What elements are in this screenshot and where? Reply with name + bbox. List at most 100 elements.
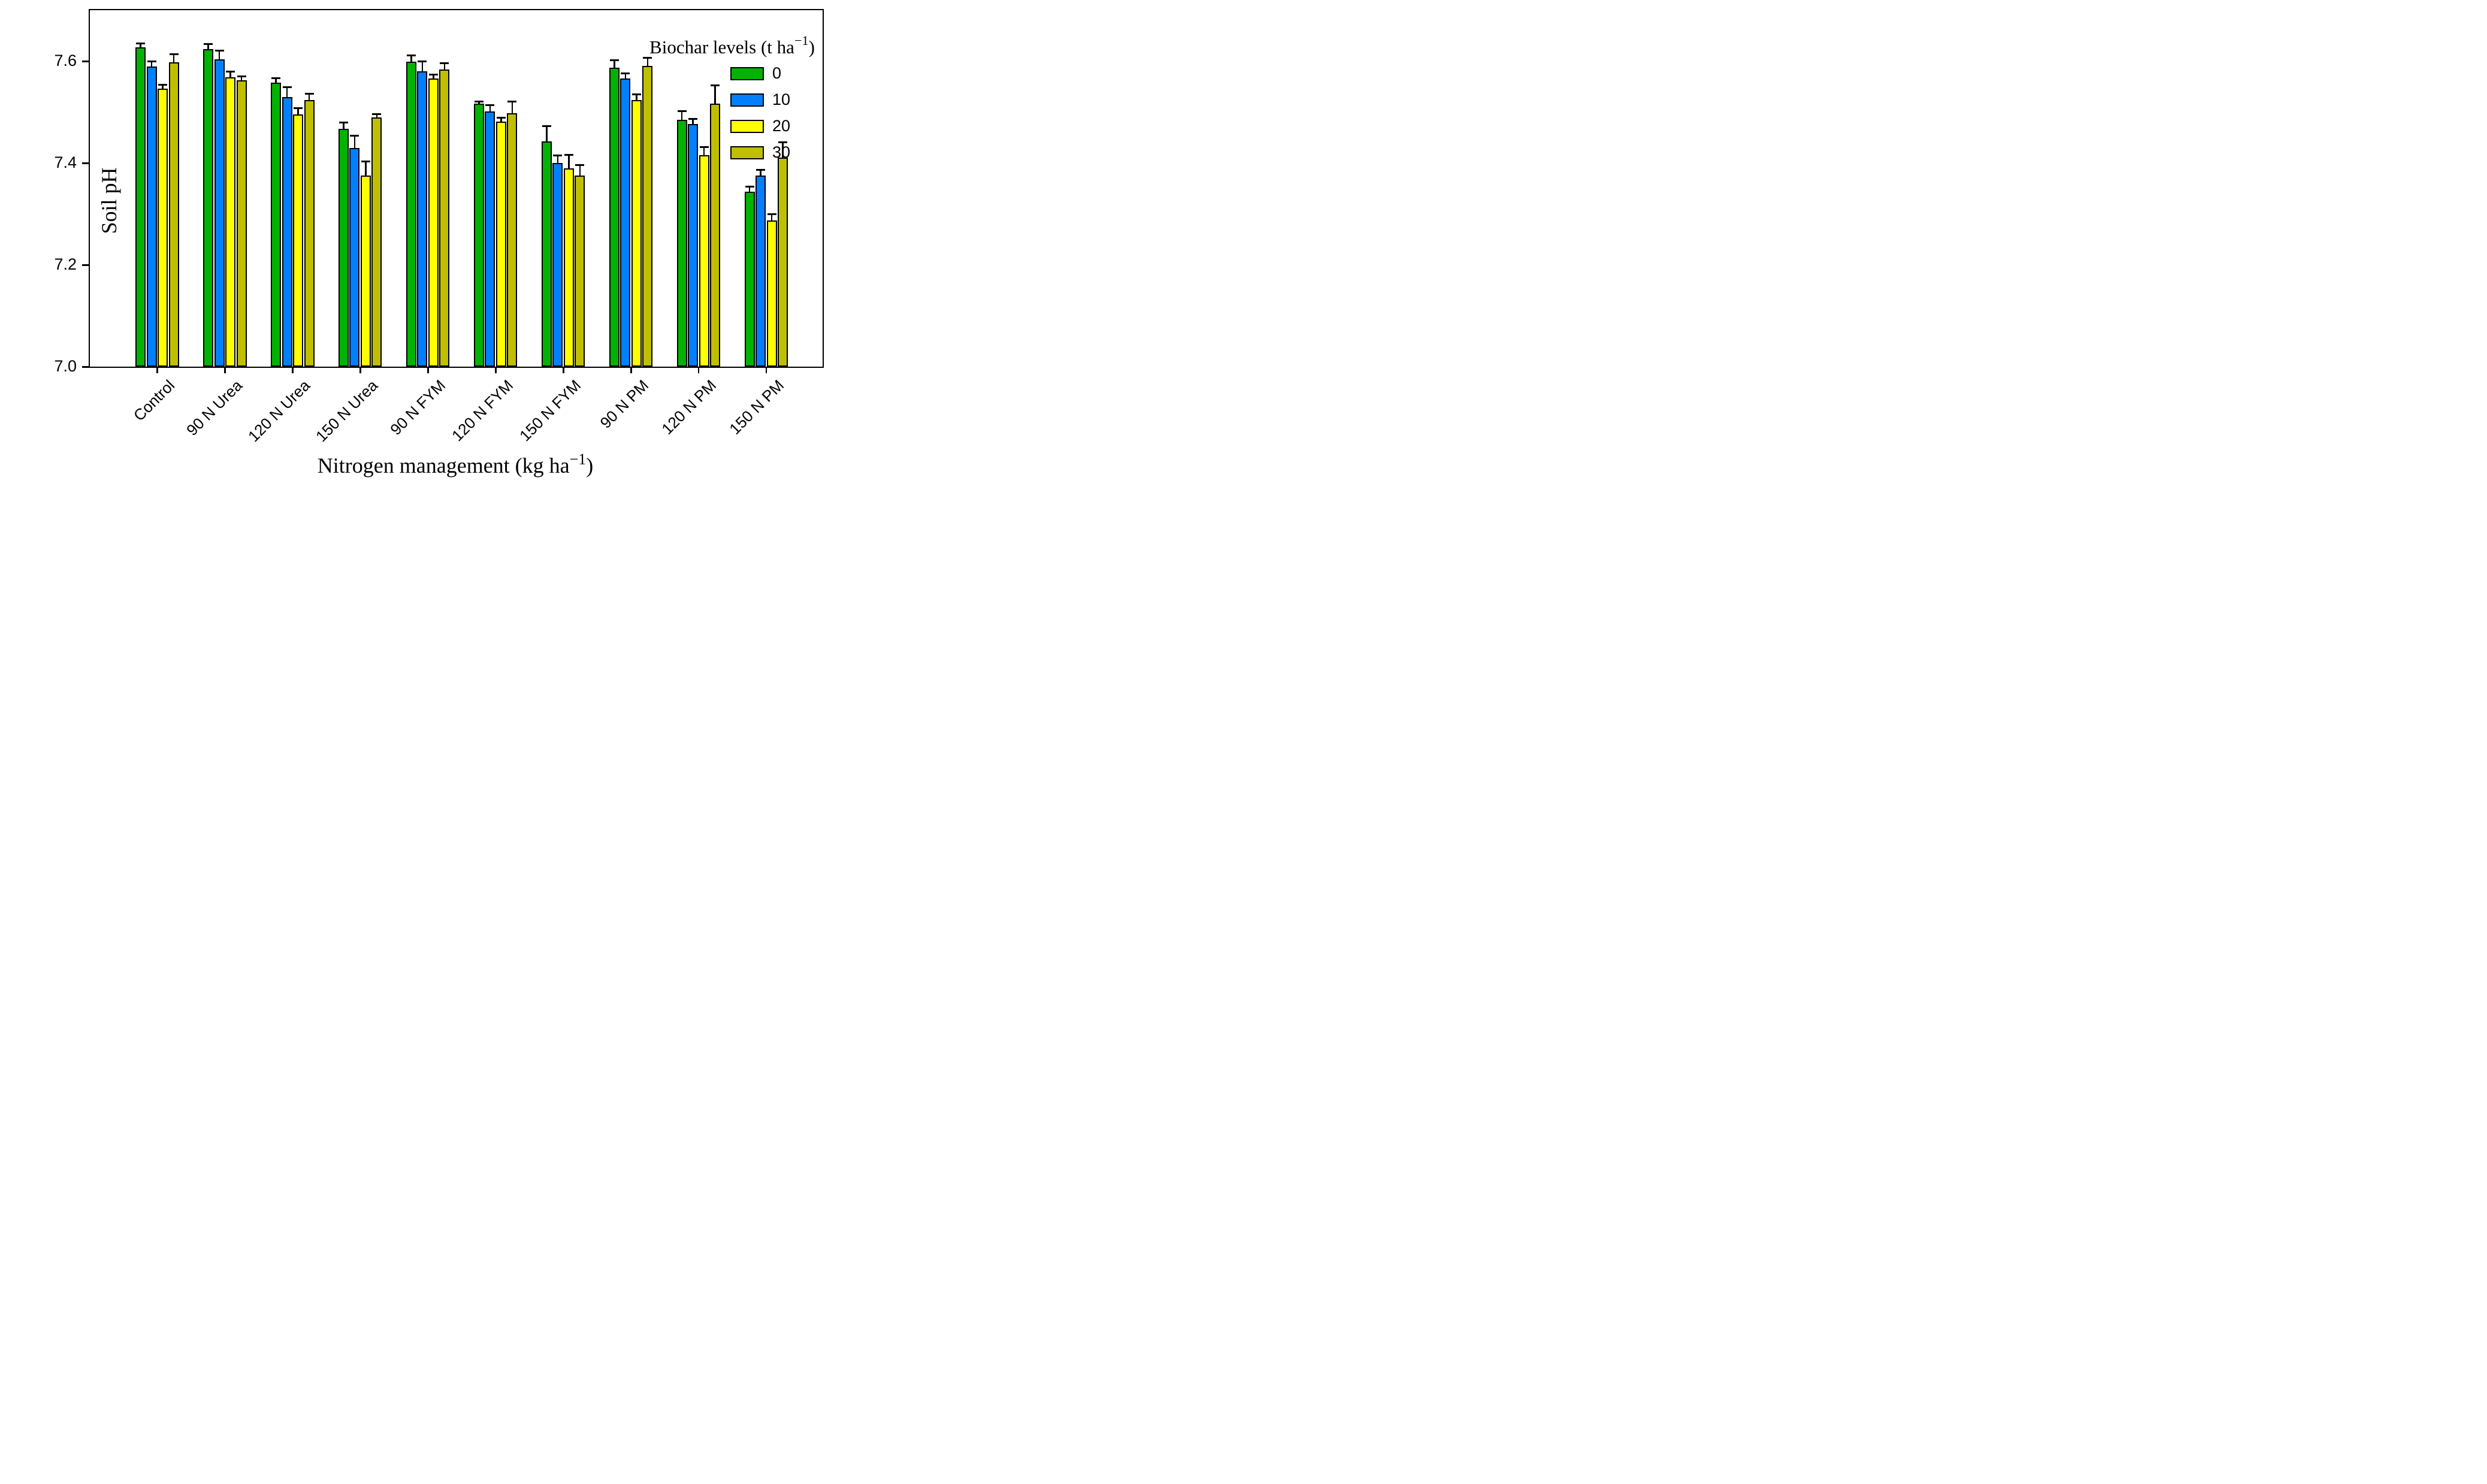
error-bar-stem — [297, 108, 299, 116]
bar-90-n-pm-biochar-30 — [642, 65, 653, 367]
bar-90-n-urea-biochar-20 — [225, 77, 236, 367]
error-bar-stem — [421, 61, 424, 72]
error-bar-cap — [767, 213, 776, 216]
error-bar-stem — [681, 111, 683, 121]
error-bar-cap — [474, 100, 484, 102]
error-bar-cap — [711, 84, 720, 87]
error-bar-stem — [511, 101, 513, 114]
bar-90-n-urea-biochar-10 — [214, 59, 225, 367]
error-bar-cap — [282, 86, 292, 88]
error-bar-stem — [546, 126, 548, 143]
bar-90-n-fym-biochar-10 — [417, 71, 428, 367]
error-bar-stem — [489, 105, 491, 113]
x-tick — [224, 367, 226, 373]
error-bar-cap — [271, 77, 281, 79]
bar-120-n-urea-biochar-30 — [304, 100, 315, 367]
error-bar-cap — [677, 110, 687, 112]
error-bar-cap — [756, 169, 766, 171]
bar-90-n-fym-biochar-20 — [428, 78, 439, 367]
error-bar-stem — [162, 84, 164, 90]
error-bar-cap — [169, 53, 179, 56]
y-tick — [82, 366, 89, 368]
bar-120-n-fym-biochar-30 — [507, 113, 518, 367]
bar-control-biochar-20 — [158, 88, 168, 367]
error-bar-cap — [621, 72, 630, 74]
error-bar-cap — [542, 125, 551, 128]
legend: Biochar levels (t ha−1) 0 10 20 30 — [649, 33, 815, 170]
error-bar-stem — [240, 76, 243, 82]
bar-120-n-urea-biochar-10 — [282, 96, 292, 367]
error-bar-stem — [410, 55, 412, 63]
x-axis-title-close: ) — [586, 454, 594, 477]
bar-150-n-urea-biochar-10 — [349, 147, 360, 367]
error-bar-cap — [507, 100, 517, 102]
error-bar-stem — [365, 161, 367, 177]
chart-figure: Soil pH 7.0 7.2 7.4 7.6 Control 90 N Urea 120 … — [0, 0, 829, 495]
y-axis-title: Soil pH — [97, 167, 121, 234]
error-bar-stem — [748, 186, 751, 194]
bar-150-n-pm-biochar-30 — [778, 157, 788, 367]
bar-control-biochar-30 — [168, 62, 179, 367]
error-bar-stem — [568, 155, 570, 170]
error-bar-stem — [557, 155, 559, 164]
legend-title-text: Biochar levels (t ha — [649, 37, 794, 58]
error-bar-cap — [553, 154, 563, 156]
legend-swatch-10 — [730, 93, 764, 107]
error-bar-cap — [226, 70, 235, 72]
x-axis-title-superscript: −1 — [569, 451, 587, 468]
x-tick — [495, 367, 497, 373]
error-bar-cap — [136, 42, 146, 44]
x-tick-label: 150 N PM — [726, 376, 788, 438]
bar-120-n-pm-biochar-20 — [699, 155, 709, 367]
legend-swatch-20 — [730, 119, 764, 133]
error-bar-cap — [372, 113, 382, 115]
error-bar-cap — [745, 185, 754, 188]
y-tick — [82, 61, 89, 62]
error-bar-stem — [770, 214, 773, 222]
x-axis-title: Nitrogen management (kg ha−1) — [180, 451, 731, 478]
error-bar-cap — [440, 62, 449, 64]
legend-title: Biochar levels (t ha−1) — [649, 33, 815, 58]
y-tick — [82, 162, 89, 164]
error-bar-cap — [688, 117, 698, 120]
legend-title-superscript: −1 — [794, 33, 809, 48]
y-tick-label: 7.4 — [54, 153, 77, 171]
bar-120-n-pm-biochar-10 — [688, 123, 699, 367]
error-bar-cap — [237, 75, 246, 77]
bar-150-n-fym-biochar-0 — [541, 141, 552, 367]
bar-150-n-pm-biochar-10 — [756, 176, 766, 367]
bar-150-n-urea-biochar-0 — [338, 129, 349, 367]
bar-150-n-fym-biochar-20 — [563, 168, 574, 367]
error-bar-cap — [575, 164, 585, 166]
error-bar-stem — [624, 73, 626, 80]
error-bar-stem — [275, 78, 277, 84]
legend-item-20: 20 — [730, 117, 815, 135]
x-tick-label: 90 N PM — [596, 376, 652, 432]
error-bar-cap — [485, 104, 495, 107]
error-bar-stem — [782, 142, 784, 159]
error-bar-cap — [428, 74, 438, 76]
bar-150-n-fym-biochar-10 — [552, 163, 563, 367]
error-bar-stem — [207, 44, 209, 50]
legend-swatch-30 — [730, 146, 764, 159]
bar-120-n-fym-biochar-0 — [473, 103, 484, 367]
bar-90-n-urea-biochar-0 — [203, 49, 214, 367]
error-bar-cap — [778, 141, 788, 143]
legend-item-30: 30 — [730, 143, 815, 162]
error-bar-cap — [609, 59, 619, 61]
legend-swatch-0 — [730, 67, 764, 80]
error-bar-stem — [478, 101, 480, 105]
x-tick-label: 120 N PM — [658, 376, 720, 438]
x-tick-label: 90 N Urea — [183, 376, 246, 440]
x-tick-label: Control — [130, 376, 179, 425]
bar-120-n-fym-biochar-20 — [495, 122, 506, 367]
x-axis-title-text: Nitrogen management (kg ha — [317, 454, 570, 477]
error-bar-stem — [692, 119, 694, 125]
legend-item-label: 10 — [772, 90, 791, 108]
legend-item-label: 0 — [772, 64, 782, 82]
legend-item-10: 10 — [730, 90, 815, 109]
error-bar-cap — [564, 153, 573, 156]
x-tick-label: 120 N Urea — [244, 376, 314, 446]
error-bar-cap — [350, 134, 359, 137]
error-bar-cap — [147, 60, 156, 62]
